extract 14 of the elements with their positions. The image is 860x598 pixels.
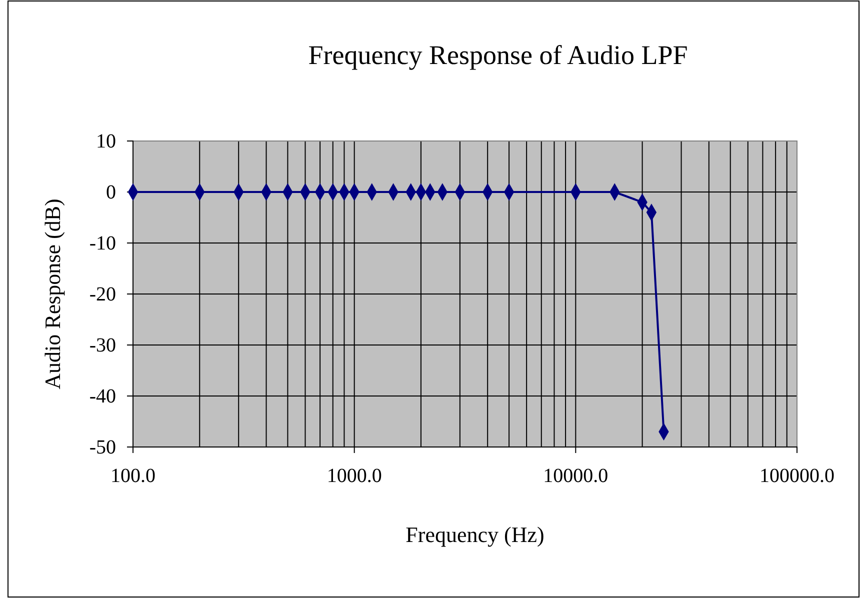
y-tick-label: -30 xyxy=(89,334,116,356)
x-tick-label: 10000.0 xyxy=(543,465,608,487)
x-axis-title: Frequency (Hz) xyxy=(406,522,544,547)
y-tick-label: -20 xyxy=(89,283,116,306)
y-tick-label: 10 xyxy=(96,130,116,152)
y-tick-label: 0 xyxy=(106,181,116,204)
x-tick-label: 1000.0 xyxy=(326,465,382,487)
y-tick-label: -50 xyxy=(89,436,116,458)
x-tick-label: 100000.0 xyxy=(760,465,834,487)
y-tick-label: -40 xyxy=(89,385,116,408)
y-tick-label: -10 xyxy=(89,232,116,254)
chart-title: Frequency Response of Audio LPF xyxy=(308,40,688,70)
x-tick-label: 100.0 xyxy=(110,465,156,487)
y-axis-title: Audio Response (dB) xyxy=(40,198,65,390)
